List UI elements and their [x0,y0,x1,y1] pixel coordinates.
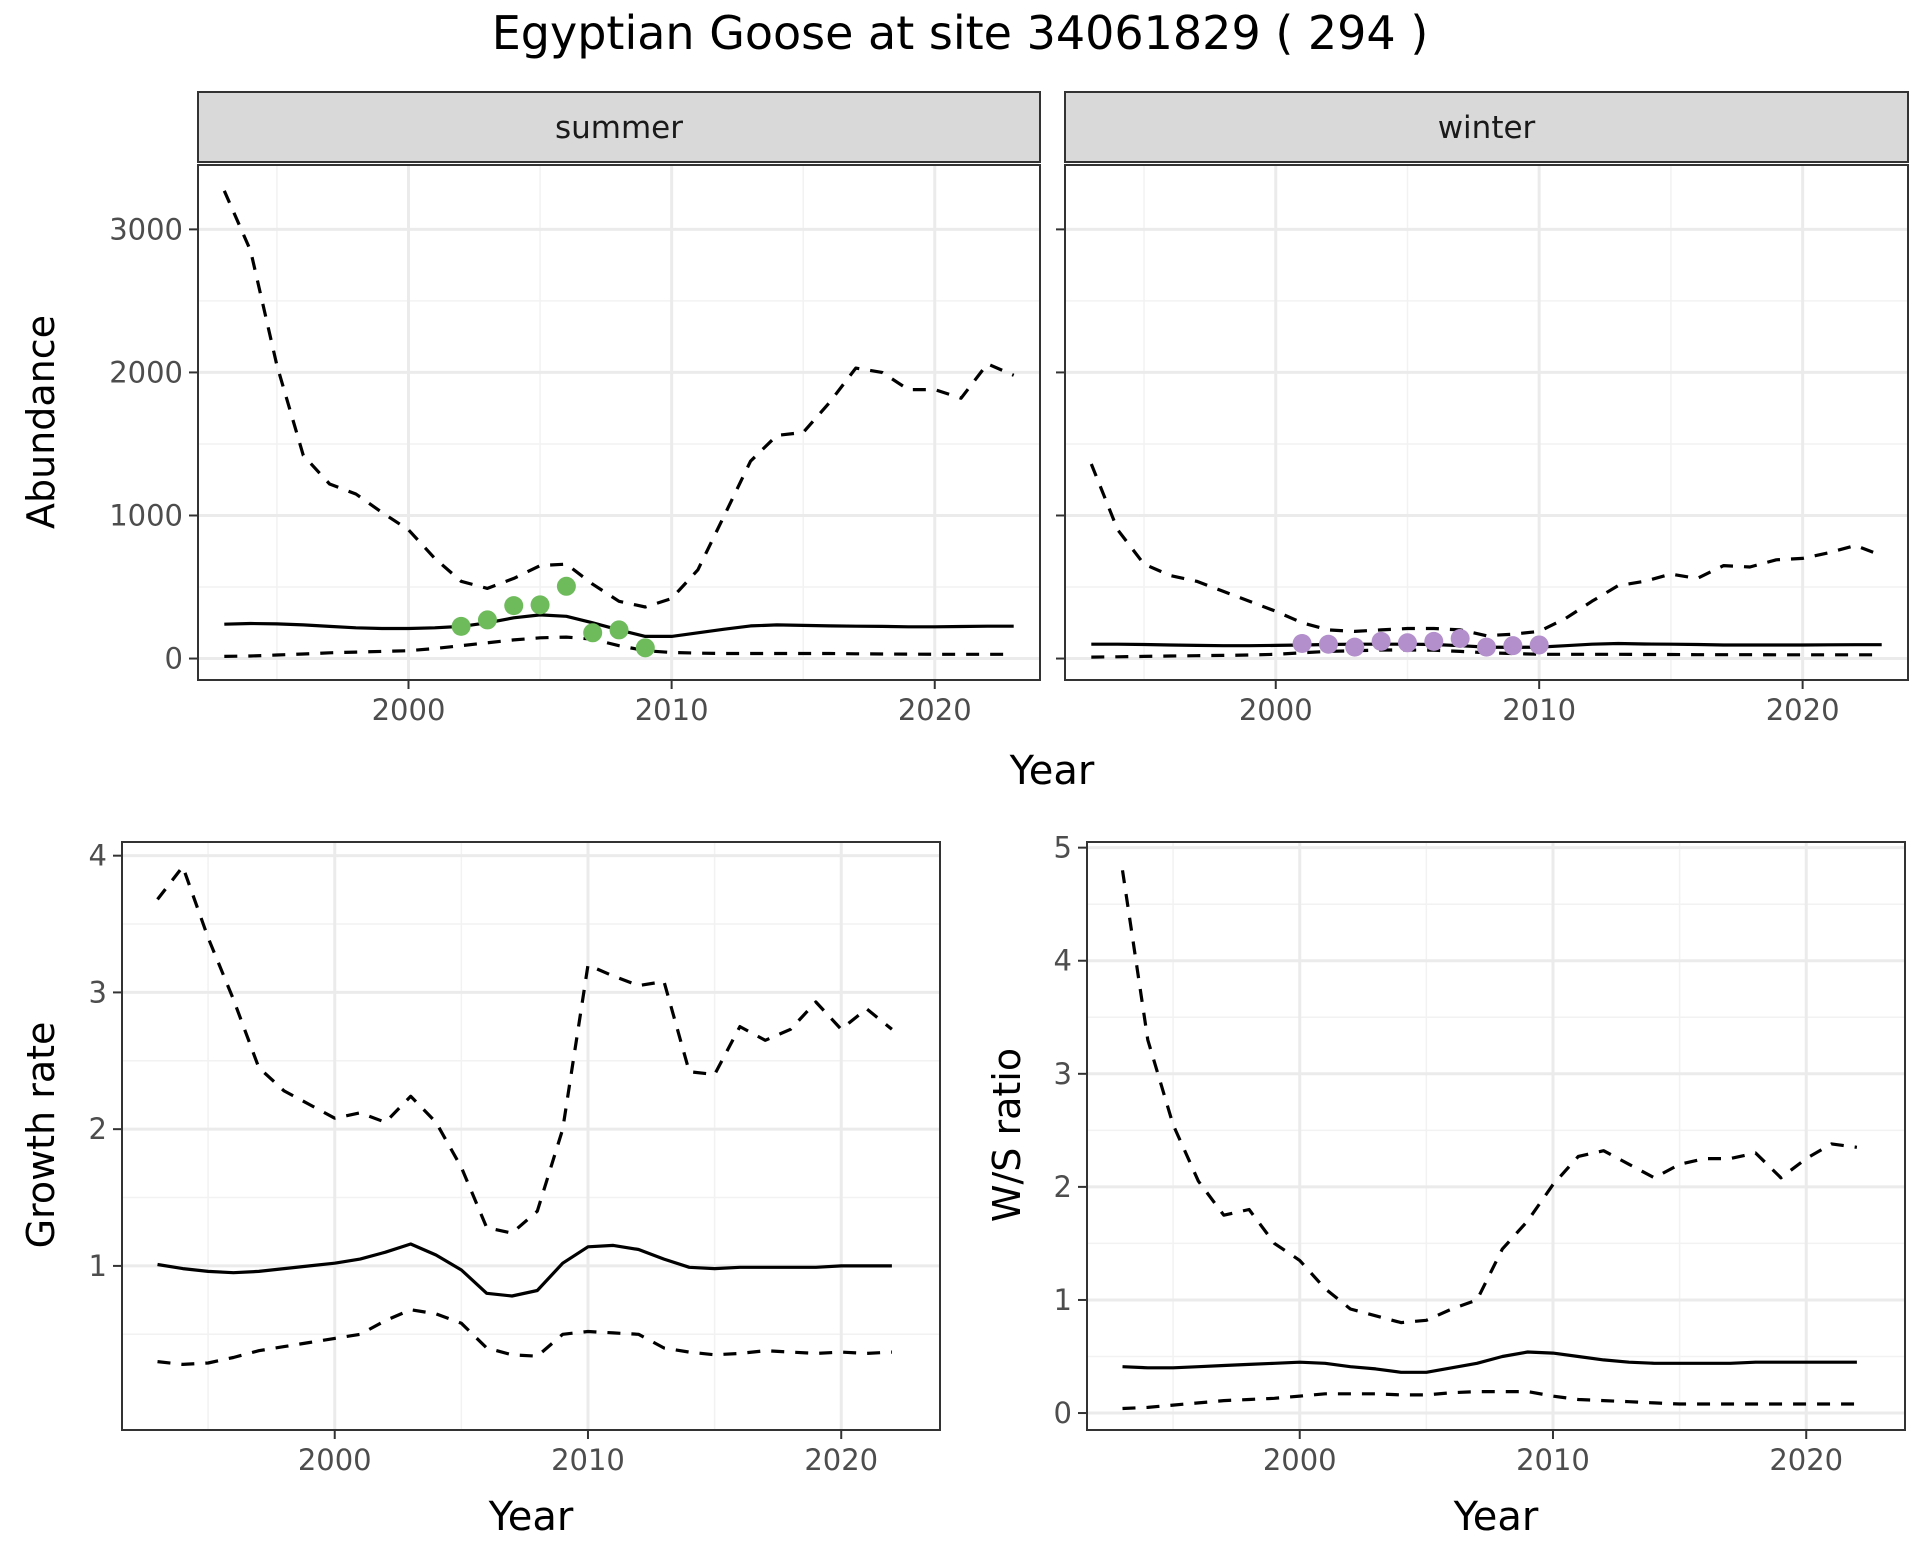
ws_ratio-upper-line [1120,870,1858,1325]
winter-panel-background [1065,165,1908,680]
top-row-x-axis-title: Year [1009,748,1095,794]
ws_ratio-panel-background [1087,842,1905,1430]
summer-upper-line [222,190,1015,609]
summer-y-tick-label: 3000 [109,212,183,246]
winter-observed-point [1318,634,1338,654]
winter-observed-point [1424,631,1444,651]
winter-x-tick-label: 2000 [1239,693,1313,727]
winter-observed-point [1503,636,1523,656]
growth-lower-line [157,1308,892,1366]
figure-title: Egyptian Goose at site 34061829 ( 294 ) [491,6,1429,60]
ws_ratio-x-tick-label: 2000 [1263,1443,1337,1477]
summer-observed-point [477,610,497,630]
growth-x-axis-title: Year [488,1494,574,1540]
ws_ratio-y-axis-title: W/S ratio [985,1048,1029,1222]
winter-observed-point [1345,637,1365,657]
summer-observed-point [583,623,603,643]
winter-observed-point [1529,635,1549,655]
ws_ratio-y-tick-label: 2 [1054,1170,1072,1204]
summer-y-tick-label: 2000 [109,355,183,389]
winter-observed-point [1292,634,1312,654]
growth-mean-line [157,1242,892,1298]
winter-observed-point [1477,637,1496,657]
winter-strip [1064,91,1909,163]
growth-panel-background [122,842,940,1430]
summer-strip [197,91,1041,163]
growth-panel-border [121,841,941,1431]
growth-y-tick-label: 3 [89,975,107,1009]
ws_ratio-x-axis-title: Year [1453,1494,1539,1540]
winter-strip-label: winter [1438,110,1536,146]
winter-upper-line [1089,463,1883,638]
growth-x-tick-label: 2000 [298,1443,372,1477]
summer-y-tick-label: 1000 [109,498,183,532]
summer-observed-point [451,616,471,636]
ws_ratio-lower-line [1122,1390,1857,1411]
growth-y-tick-label: 2 [89,1112,107,1146]
summer-lower-line [224,635,1014,658]
summer-strip-label: summer [555,110,683,146]
ws_ratio-y-tick-label: 3 [1054,1057,1072,1091]
summer-y-tick-label: 0 [165,642,183,676]
ws_ratio-y-tick-label: 1 [1054,1283,1072,1317]
winter-observed-point [1397,633,1417,653]
ws_ratio-y-tick-label: 5 [1054,831,1072,865]
summer-observed-point [530,595,550,615]
summer-y-axis-title: Abundance [19,315,63,529]
growth-x-tick-label: 2010 [551,1443,625,1477]
summer-x-tick-label: 2000 [372,693,446,727]
ws_ratio-mean-line [1122,1350,1857,1374]
summer-observed-point [504,596,524,616]
winter-x-tick-label: 2010 [1502,693,1576,727]
summer-observed-point [635,638,655,658]
winter-observed-point [1371,631,1391,651]
summer-observed-point [556,576,576,596]
summer-panel-background [198,165,1040,680]
summer-panel-border [197,164,1041,681]
ws_ratio-x-tick-label: 2010 [1516,1443,1590,1477]
ws_ratio-panel-border [1086,841,1906,1431]
winter-observed-point [1450,629,1470,649]
ws_ratio-y-tick-label: 4 [1054,944,1072,978]
growth-y-axis-title: Growth rate [19,1022,63,1249]
growth-x-tick-label: 2020 [804,1443,878,1477]
summer-x-tick-label: 2010 [635,693,709,727]
ws_ratio-x-tick-label: 2020 [1769,1443,1843,1477]
ws_ratio-y-tick-label: 0 [1054,1396,1072,1430]
growth-y-tick-label: 1 [89,1249,107,1283]
winter-panel-border [1064,164,1909,681]
winter-x-tick-label: 2020 [1766,693,1840,727]
growth-upper-line [156,865,893,1235]
growth-y-tick-label: 4 [89,839,107,873]
summer-observed-point [609,620,629,640]
summer-x-tick-label: 2020 [898,693,972,727]
